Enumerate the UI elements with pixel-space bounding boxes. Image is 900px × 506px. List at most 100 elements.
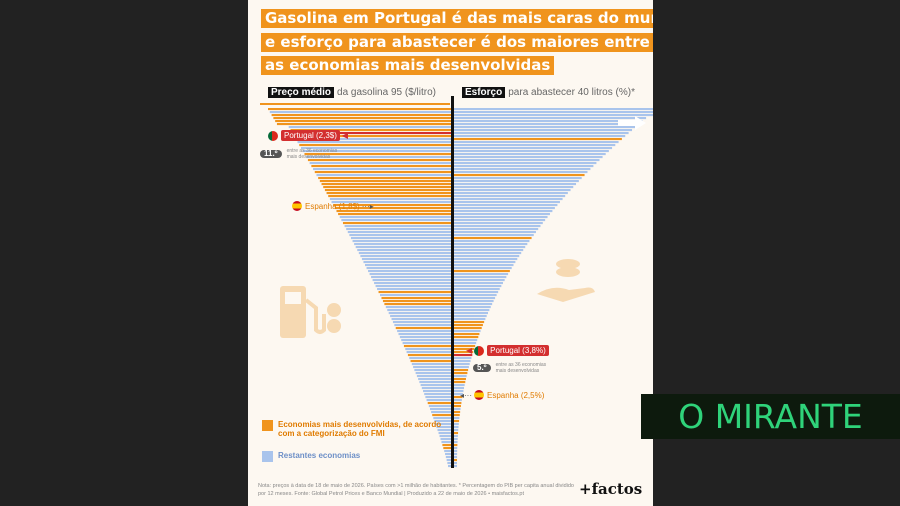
left-bar — [402, 342, 451, 345]
right-bar — [454, 327, 482, 330]
right-bar — [454, 309, 490, 312]
left-bar — [427, 402, 451, 405]
right-bar — [454, 414, 460, 417]
right-bar — [454, 252, 522, 255]
left-bar — [374, 282, 451, 285]
left-bar — [364, 264, 451, 267]
left-bar — [294, 135, 451, 138]
right-bar — [454, 387, 465, 390]
left-bar — [429, 408, 451, 411]
left-bar — [394, 324, 451, 327]
left-bar — [436, 426, 451, 429]
left-bar — [273, 117, 451, 120]
right-bar — [454, 360, 471, 363]
right-bar — [454, 456, 458, 459]
right-bar — [454, 216, 548, 219]
right-bar — [454, 171, 588, 174]
right-rank-note: entre as 36 economias mais desenvolvidas — [495, 362, 547, 374]
right-bar — [454, 126, 636, 129]
legend-rest: Restantes economias — [262, 451, 360, 462]
hand-coins-icon — [537, 259, 595, 302]
right-bar — [454, 219, 546, 222]
spain-flag-icon — [292, 201, 302, 211]
left-bar — [355, 246, 451, 249]
left-bar — [341, 219, 451, 222]
right-bar — [454, 111, 653, 114]
right-bar — [454, 291, 499, 294]
left-bar — [346, 228, 451, 231]
left-bar — [392, 321, 451, 324]
right-bar — [454, 288, 500, 291]
right-bar — [454, 447, 458, 450]
right-bar — [454, 420, 460, 423]
left-bar — [342, 222, 451, 225]
right-bar — [454, 168, 591, 171]
right-bar — [454, 369, 469, 372]
right-bar — [454, 408, 461, 411]
right-bar — [454, 312, 489, 315]
title-line-3: as economias mais desenvolvidas — [261, 56, 555, 75]
left-portugal-annotation: Portugal (2,3$) ◀ — [268, 130, 348, 141]
left-bar — [363, 261, 451, 264]
left-bar — [424, 393, 451, 396]
right-bar — [454, 345, 476, 348]
left-header-rest: da gasolina 95 ($/litro) — [337, 87, 436, 98]
right-bar — [454, 162, 597, 165]
right-bar — [454, 450, 458, 453]
right-header-strong: Esforço — [462, 87, 506, 98]
left-bar — [397, 330, 451, 333]
right-bar — [454, 228, 539, 231]
right-bar — [454, 405, 461, 408]
right-bar — [454, 459, 458, 462]
left-bar — [443, 447, 451, 450]
right-bar — [454, 192, 568, 195]
left-bar — [295, 138, 451, 141]
left-bar — [388, 312, 451, 315]
left-bar — [420, 384, 451, 387]
right-bar — [454, 270, 510, 273]
right-bar — [454, 363, 470, 366]
right-bar — [454, 342, 477, 345]
right-bar — [454, 195, 566, 198]
right-bar — [454, 138, 622, 141]
right-bar — [454, 156, 603, 159]
right-header-rest: para abastecer 40 litros (%)* — [508, 87, 635, 98]
right-bar — [454, 279, 505, 282]
right-bar — [454, 177, 582, 180]
left-bar — [446, 459, 451, 462]
left-bar — [433, 417, 451, 420]
left-bar — [413, 366, 451, 369]
left-rank-badge: 11.º entre as 36 economias mais desenvol… — [260, 148, 390, 160]
right-bar — [454, 417, 460, 420]
legend-rest-label: Restantes economias — [278, 451, 361, 460]
left-bar — [426, 399, 451, 402]
right-bar — [454, 222, 543, 225]
left-bar — [326, 192, 451, 195]
left-bar — [395, 327, 451, 330]
right-bar — [454, 240, 530, 243]
right-bar — [454, 411, 461, 414]
right-bar — [454, 402, 462, 405]
right-bar — [454, 306, 491, 309]
right-bar — [454, 255, 520, 258]
left-bar — [445, 453, 451, 456]
left-portugal-label: Portugal (2,3$) — [281, 130, 340, 141]
left-bar — [444, 450, 451, 453]
right-bar — [454, 381, 466, 384]
right-bar — [454, 462, 458, 465]
right-bar — [454, 273, 509, 276]
left-bar — [440, 438, 451, 441]
right-bar — [454, 354, 473, 357]
right-bar — [454, 285, 502, 288]
right-bar — [454, 384, 465, 387]
left-bar — [292, 132, 451, 135]
left-bar — [271, 114, 451, 117]
right-bar — [454, 453, 458, 456]
title-line-1: Gasolina em Portugal é das mais caras do… — [261, 9, 653, 28]
spain-flag-icon — [474, 390, 485, 400]
right-bar — [454, 366, 469, 369]
left-bars — [268, 108, 451, 468]
right-bar — [454, 186, 574, 189]
right-bar — [454, 318, 486, 321]
left-bar — [384, 303, 451, 306]
